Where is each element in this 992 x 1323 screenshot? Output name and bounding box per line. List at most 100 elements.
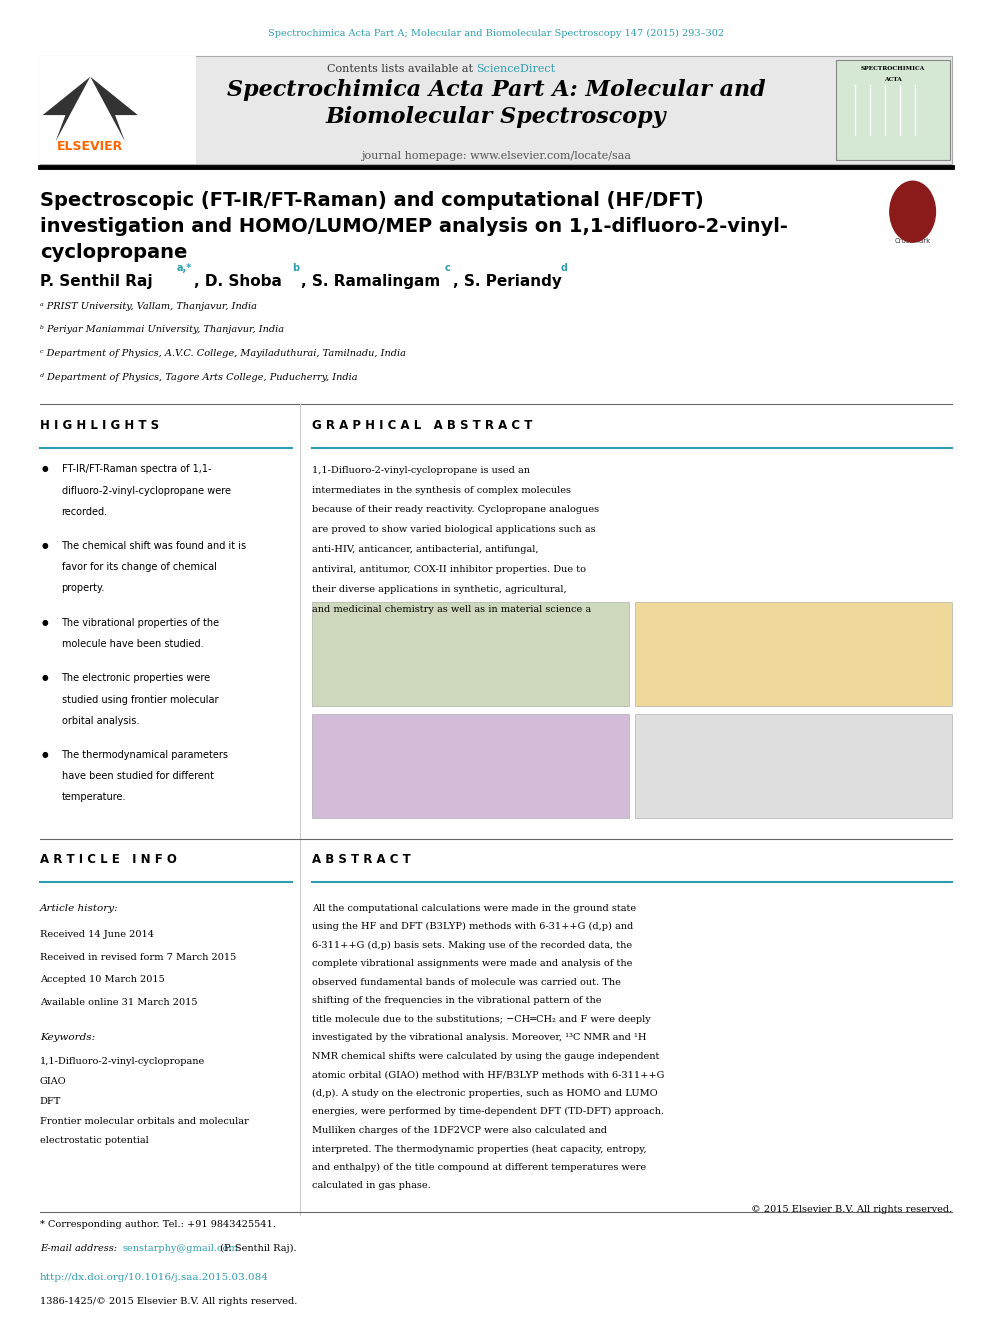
Text: b: b (292, 263, 299, 274)
Text: title molecule due to the substitutions; −CH═CH₂ and F were deeply: title molecule due to the substitutions;… (312, 1015, 651, 1024)
Text: Keywords:: Keywords: (40, 1033, 95, 1043)
Text: molecule have been studied.: molecule have been studied. (62, 639, 203, 650)
Text: Accepted 10 March 2015: Accepted 10 March 2015 (40, 975, 165, 984)
Text: GIAO: GIAO (40, 1077, 66, 1086)
Text: studied using frontier molecular: studied using frontier molecular (62, 695, 218, 705)
Text: are proved to show varied biological applications such as: are proved to show varied biological app… (312, 525, 596, 534)
Text: Frontier molecular orbitals and molecular: Frontier molecular orbitals and molecula… (40, 1117, 248, 1126)
Bar (40, 56, 196, 164)
Text: http://dx.doi.org/10.1016/j.saa.2015.03.084: http://dx.doi.org/10.1016/j.saa.2015.03.… (40, 1273, 269, 1282)
Text: investigation and HOMO/LUMO/MEP analysis on 1,1-difluoro-2-vinyl-: investigation and HOMO/LUMO/MEP analysis… (40, 217, 788, 235)
Text: E-mail address:: E-mail address: (40, 1244, 117, 1253)
Text: DFT: DFT (40, 1097, 62, 1106)
Bar (836, 60, 950, 160)
Text: The thermodynamical parameters: The thermodynamical parameters (62, 750, 228, 761)
Text: electrostatic potential: electrostatic potential (40, 1136, 149, 1146)
Text: FT-IR/FT-Raman spectra of 1,1-: FT-IR/FT-Raman spectra of 1,1- (62, 464, 211, 475)
Text: ᶜ Department of Physics, A.V.C. College, Mayiladuthurai, Tamilnadu, India: ᶜ Department of Physics, A.V.C. College,… (40, 349, 406, 359)
Text: interpreted. The thermodynamic properties (heat capacity, entropy,: interpreted. The thermodynamic propertie… (312, 1144, 647, 1154)
Text: ●: ● (42, 750, 49, 759)
Circle shape (890, 181, 935, 242)
Text: , S. Periandy: , S. Periandy (453, 274, 562, 288)
Text: ●: ● (42, 464, 49, 474)
Text: and medicinal chemistry as well as in material science a: and medicinal chemistry as well as in ma… (312, 605, 591, 614)
Text: P. Senthil Raj: P. Senthil Raj (40, 274, 153, 288)
Text: , S. Ramalingam: , S. Ramalingam (301, 274, 439, 288)
Text: A R T I C L E   I N F O: A R T I C L E I N F O (40, 853, 177, 867)
Text: 6-311++G (d,p) basis sets. Making use of the recorded data, the: 6-311++G (d,p) basis sets. Making use of… (312, 941, 633, 950)
Text: Spectroscopic (FT-IR/FT-Raman) and computational (HF/DFT): Spectroscopic (FT-IR/FT-Raman) and compu… (40, 191, 703, 209)
Text: d: d (560, 263, 567, 274)
Text: atomic orbital (GIAO) method with HF/B3LYP methods with 6-311++G: atomic orbital (GIAO) method with HF/B3L… (312, 1070, 665, 1080)
Text: ScienceDirect: ScienceDirect (476, 64, 556, 74)
Text: 1,1-Difluoro-2-vinyl-cyclopropane is used an: 1,1-Difluoro-2-vinyl-cyclopropane is use… (312, 466, 531, 475)
Text: have been studied for different: have been studied for different (62, 771, 213, 782)
Text: Received in revised form 7 March 2015: Received in revised form 7 March 2015 (40, 953, 236, 962)
Text: H I G H L I G H T S: H I G H L I G H T S (40, 419, 159, 433)
Text: recorded.: recorded. (62, 507, 107, 517)
Text: favor for its change of chemical: favor for its change of chemical (62, 562, 216, 573)
Text: Biomolecular Spectroscopy: Biomolecular Spectroscopy (325, 106, 667, 128)
Bar (40, 56, 952, 164)
Text: ●: ● (42, 541, 49, 550)
Bar (312, 602, 629, 705)
Text: property.: property. (62, 583, 105, 594)
Text: their diverse applications in synthetic, agricultural,: their diverse applications in synthetic,… (312, 585, 567, 594)
Text: c: c (444, 263, 450, 274)
Text: ᵇ Periyar Maniammai University, Thanjavur, India: ᵇ Periyar Maniammai University, Thanjavu… (40, 325, 284, 335)
Text: observed fundamental bands of molecule was carried out. The: observed fundamental bands of molecule w… (312, 978, 621, 987)
Text: ELSEVIER: ELSEVIER (58, 140, 123, 153)
Text: Contents lists available at: Contents lists available at (326, 64, 476, 74)
Bar (635, 602, 952, 705)
Text: SPECTROCHIMICA: SPECTROCHIMICA (861, 66, 925, 71)
Text: A B S T R A C T: A B S T R A C T (312, 853, 412, 867)
Text: (d,p). A study on the electronic properties, such as HOMO and LUMO: (d,p). A study on the electronic propert… (312, 1089, 658, 1098)
Text: difluoro-2-vinyl-cyclopropane were: difluoro-2-vinyl-cyclopropane were (62, 486, 230, 496)
Text: calculated in gas phase.: calculated in gas phase. (312, 1181, 432, 1191)
Text: orbital analysis.: orbital analysis. (62, 716, 139, 726)
Text: CrossMark: CrossMark (895, 238, 930, 245)
Text: The chemical shift was found and it is: The chemical shift was found and it is (62, 541, 247, 552)
Text: Spectrochimica Acta Part A; Molecular and Biomolecular Spectroscopy 147 (2015) 2: Spectrochimica Acta Part A; Molecular an… (268, 29, 724, 38)
Text: senstarphy@gmail.com: senstarphy@gmail.com (122, 1244, 238, 1253)
Text: Available online 31 March 2015: Available online 31 March 2015 (40, 998, 197, 1007)
Bar (635, 713, 952, 818)
Text: © 2015 Elsevier B.V. All rights reserved.: © 2015 Elsevier B.V. All rights reserved… (751, 1205, 952, 1215)
Text: 1386-1425/© 2015 Elsevier B.V. All rights reserved.: 1386-1425/© 2015 Elsevier B.V. All right… (40, 1297, 297, 1306)
Text: because of their ready reactivity. Cyclopropane analogues: because of their ready reactivity. Cyclo… (312, 505, 599, 515)
Text: +: + (905, 198, 921, 217)
Bar (312, 713, 629, 818)
Text: All the computational calculations were made in the ground state: All the computational calculations were … (312, 904, 637, 913)
Text: and enthalpy) of the title compound at different temperatures were: and enthalpy) of the title compound at d… (312, 1163, 647, 1172)
Text: 1,1-Difluoro-2-vinyl-cyclopropane: 1,1-Difluoro-2-vinyl-cyclopropane (40, 1057, 205, 1066)
Text: anti-HIV, anticancer, antibacterial, antifungal,: anti-HIV, anticancer, antibacterial, ant… (312, 545, 539, 554)
Text: investigated by the vibrational analysis. Moreover, ¹³C NMR and ¹H: investigated by the vibrational analysis… (312, 1033, 647, 1043)
Text: antiviral, antitumor, COX-II inhibitor properties. Due to: antiviral, antitumor, COX-II inhibitor p… (312, 565, 586, 574)
Text: ᵈ Department of Physics, Tagore Arts College, Puducherry, India: ᵈ Department of Physics, Tagore Arts Col… (40, 373, 357, 382)
Polygon shape (43, 77, 138, 142)
Text: The vibrational properties of the: The vibrational properties of the (62, 618, 219, 628)
Text: energies, were performed by time-dependent DFT (TD-DFT) approach.: energies, were performed by time-depende… (312, 1107, 665, 1117)
Text: ●: ● (42, 673, 49, 683)
Text: ᵃ PRIST University, Vallam, Thanjavur, India: ᵃ PRIST University, Vallam, Thanjavur, I… (40, 302, 257, 311)
Text: complete vibrational assignments were made and analysis of the: complete vibrational assignments were ma… (312, 959, 633, 968)
Text: shifting of the frequencies in the vibrational pattern of the: shifting of the frequencies in the vibra… (312, 996, 602, 1005)
Text: a,*: a,* (177, 263, 191, 274)
Text: using the HF and DFT (B3LYP) methods with 6-31++G (d,p) and: using the HF and DFT (B3LYP) methods wit… (312, 922, 634, 931)
Text: Received 14 June 2014: Received 14 June 2014 (40, 930, 154, 939)
Text: ACTA: ACTA (884, 77, 902, 82)
Text: Mulliken charges of the 1DF2VCP were also calculated and: Mulliken charges of the 1DF2VCP were als… (312, 1126, 607, 1135)
Text: cyclopropane: cyclopropane (40, 243, 187, 262)
Text: temperature.: temperature. (62, 792, 126, 803)
Text: * Corresponding author. Tel.: +91 9843425541.: * Corresponding author. Tel.: +91 984342… (40, 1220, 276, 1229)
Text: , D. Shoba: , D. Shoba (194, 274, 283, 288)
Text: ●: ● (42, 618, 49, 627)
Text: Spectrochimica Acta Part A: Molecular and: Spectrochimica Acta Part A: Molecular an… (227, 79, 765, 102)
Text: The electronic properties were: The electronic properties were (62, 673, 210, 684)
Text: intermediates in the synthesis of complex molecules: intermediates in the synthesis of comple… (312, 486, 571, 495)
Text: journal homepage: www.elsevier.com/locate/saa: journal homepage: www.elsevier.com/locat… (361, 151, 631, 161)
Text: Article history:: Article history: (40, 904, 118, 913)
Text: NMR chemical shifts were calculated by using the gauge independent: NMR chemical shifts were calculated by u… (312, 1052, 660, 1061)
Text: (P. Senthil Raj).: (P. Senthil Raj). (217, 1244, 297, 1253)
Text: G R A P H I C A L   A B S T R A C T: G R A P H I C A L A B S T R A C T (312, 419, 533, 433)
